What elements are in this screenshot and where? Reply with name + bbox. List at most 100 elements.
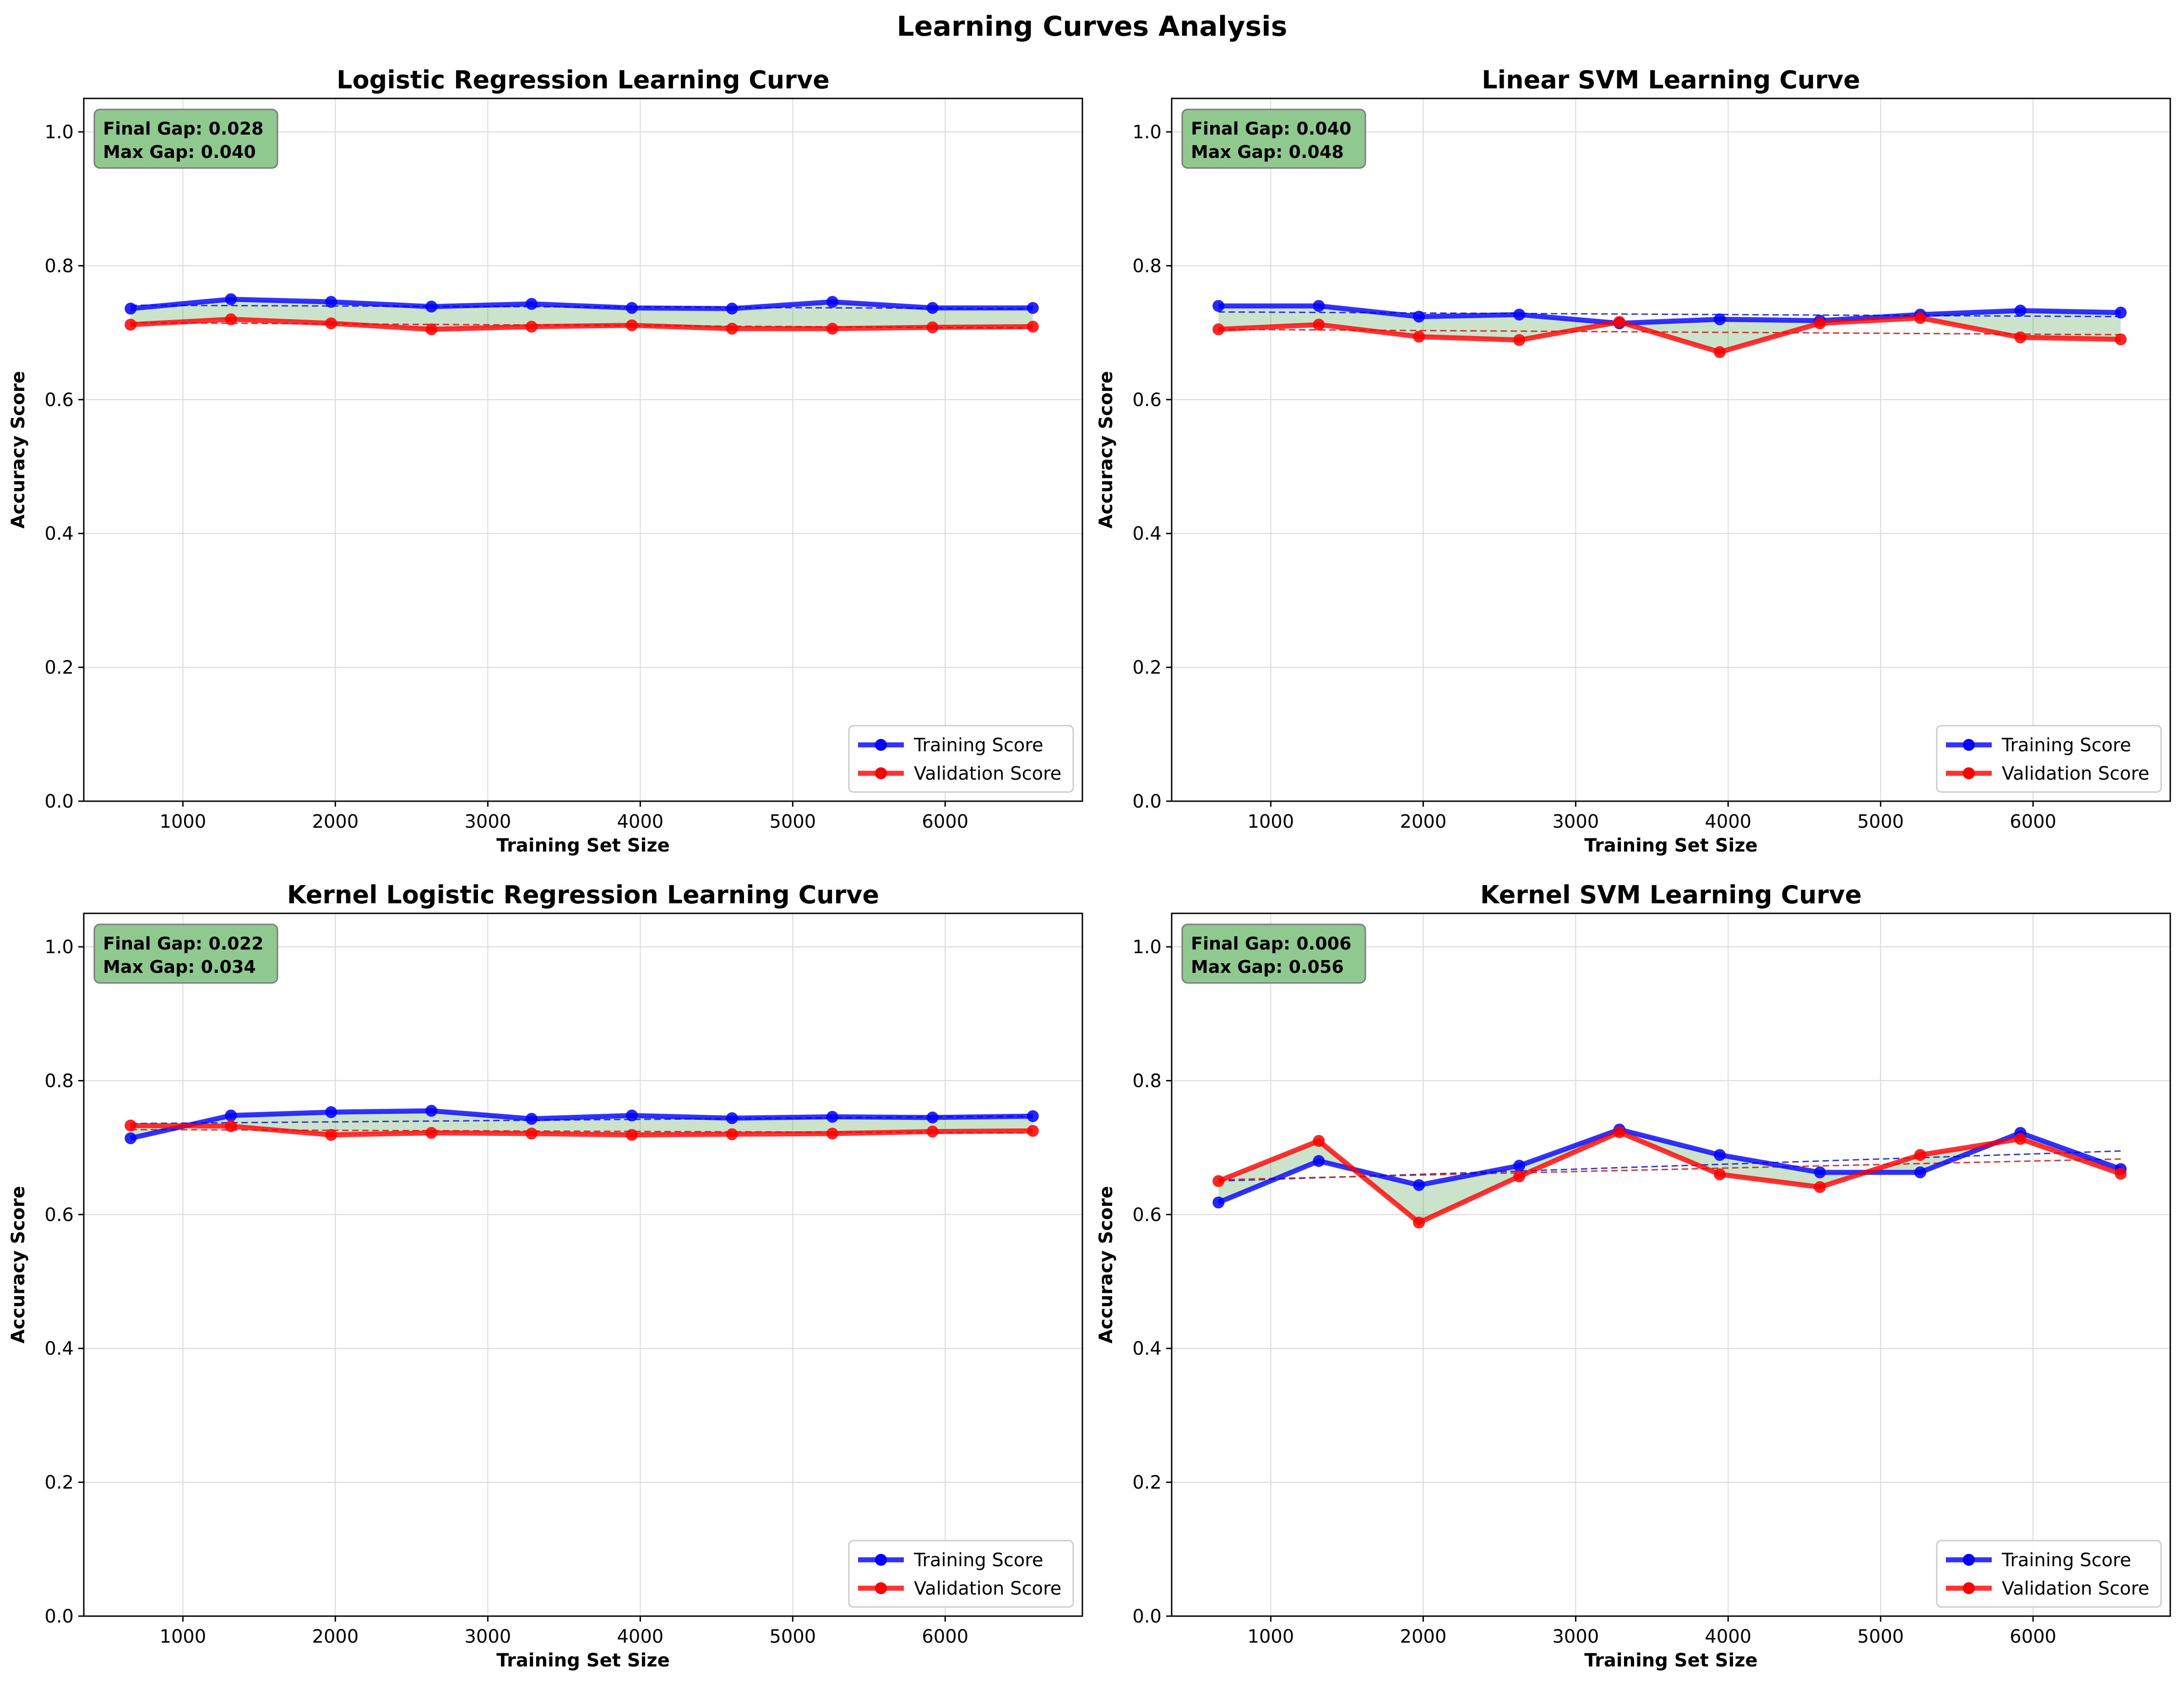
x-tick-label: 2000 xyxy=(1400,811,1447,832)
legend-validation-label: Validation Score xyxy=(914,1578,1061,1599)
legend-validation-marker xyxy=(1963,1582,1975,1594)
training-score-point xyxy=(1513,1160,1526,1172)
final-gap-label: Final Gap: 0.006 xyxy=(1191,934,1352,954)
x-tick-label: 1000 xyxy=(1248,811,1294,832)
training-score-point xyxy=(1212,1196,1225,1209)
y-tick-label: 0.0 xyxy=(44,1606,74,1627)
validation-score-point xyxy=(1513,334,1526,346)
training-score-point xyxy=(1714,1149,1726,1161)
subplot-1: 1000 2000 3000 4000 5000 6000 0.0 0.2 0.4 0.6 0.8 1… xyxy=(8,65,1083,856)
validation-score-point xyxy=(225,313,237,326)
x-tick-label: 3000 xyxy=(464,811,511,832)
legend-validation-label: Validation Score xyxy=(2002,763,2149,784)
x-axis-label: Training Set Size xyxy=(496,1650,669,1671)
validation-score-point xyxy=(525,1127,538,1140)
training-score-point xyxy=(826,1111,838,1123)
y-tick-label: 0.2 xyxy=(1132,1472,1162,1493)
y-tick-label: 0.2 xyxy=(1132,657,1162,678)
y-tick-label: 0.4 xyxy=(44,523,74,544)
validation-score-point xyxy=(726,322,738,335)
axes-frame xyxy=(83,98,1083,802)
legend-validation-label: Validation Score xyxy=(914,763,1061,784)
validation-score-line xyxy=(1217,1129,2122,1225)
validation-score-point xyxy=(2014,331,2026,343)
training-score-line xyxy=(130,297,1033,311)
x-axis-label: Training Set Size xyxy=(496,835,669,856)
x-tick-label: 6000 xyxy=(2010,811,2056,832)
y-tick-label: 0.8 xyxy=(44,1070,74,1091)
validation-score-point xyxy=(626,1129,638,1141)
subplot-grid: 1000 2000 3000 4000 5000 6000 0.0 0.2 0.4 0.6 0.8 1… xyxy=(8,65,2171,1671)
y-tick-label: 0.8 xyxy=(44,255,74,277)
training-score-line xyxy=(1217,1127,2122,1205)
max-gap-label: Max Gap: 0.056 xyxy=(1191,957,1344,977)
x-tick-label: 2000 xyxy=(1400,1626,1447,1647)
validation-score-point xyxy=(926,1125,939,1138)
legend-training-marker xyxy=(875,1554,887,1566)
training-score-point xyxy=(726,303,738,315)
legend-training-marker xyxy=(875,739,887,751)
y-tick-label: 0.0 xyxy=(1132,791,1162,812)
validation-score-point xyxy=(425,1127,438,1139)
y-tick-label: 0.4 xyxy=(1132,1338,1162,1359)
training-score-point xyxy=(425,300,438,313)
training-score-point xyxy=(1313,1155,1325,1167)
y-tick-label: 0.6 xyxy=(44,1205,74,1226)
training-score-point xyxy=(2114,306,2127,319)
training-score-point xyxy=(125,303,137,315)
y-tick-label: 0.8 xyxy=(1132,1070,1162,1091)
validation-score-point xyxy=(626,319,638,331)
training-score-point xyxy=(1814,1166,1826,1178)
max-gap-label: Max Gap: 0.040 xyxy=(103,142,256,162)
x-tick-label: 6000 xyxy=(922,1626,968,1647)
training-score-point xyxy=(1413,1179,1425,1191)
y-tick-label: 0.6 xyxy=(44,390,74,411)
training-score-point xyxy=(225,293,237,305)
subplot-4: 1000 2000 3000 4000 5000 6000 0.0 0.2 0.4 0.6 0.8 1… xyxy=(1096,880,2171,1671)
validation-score-line xyxy=(1218,315,2121,355)
training-score-point xyxy=(926,1111,939,1124)
training-score-point xyxy=(726,1112,738,1124)
subplot-title: Linear SVM Learning Curve xyxy=(1482,65,1860,94)
validation-score-point xyxy=(1714,1168,1726,1181)
legend-box xyxy=(848,1540,1074,1608)
validation-score-point xyxy=(1313,1135,1325,1147)
validation-score-point xyxy=(826,322,838,335)
validation-score-point xyxy=(425,323,438,336)
x-tick-label: 2000 xyxy=(312,811,359,832)
training-score-point xyxy=(1027,302,1039,314)
training-score-point xyxy=(826,296,838,308)
final-gap-label: Final Gap: 0.028 xyxy=(103,119,264,139)
x-axis-label: Training Set Size xyxy=(1584,1650,1757,1671)
x-tick-label: 1000 xyxy=(1248,1626,1294,1647)
gap-annotation-box xyxy=(1181,923,1366,984)
validation-score-point xyxy=(1313,319,1325,331)
legend-box xyxy=(848,725,1074,793)
legend-validation-label: Validation Score xyxy=(2002,1578,2149,1599)
training-score-point xyxy=(626,302,638,314)
x-axis-label: Training Set Size xyxy=(1584,835,1757,856)
training-score-point xyxy=(525,298,538,310)
legend-training-label: Training Score xyxy=(2001,735,2131,756)
x-tick-label: 5000 xyxy=(769,1626,816,1647)
validation-score-point xyxy=(1613,316,1625,328)
y-axis-label: Accuracy Score xyxy=(1096,1186,1117,1343)
validation-score-point xyxy=(1413,1216,1425,1229)
gap-fill-area xyxy=(1218,1129,2121,1223)
y-axis-label: Accuracy Score xyxy=(8,371,29,528)
legend-box xyxy=(1936,1540,2162,1608)
y-tick-label: 0.2 xyxy=(44,657,74,678)
validation-score-point xyxy=(1513,1170,1526,1183)
legend-validation-marker xyxy=(875,1582,887,1594)
final-gap-label: Final Gap: 0.022 xyxy=(103,934,264,954)
gap-annotation-box xyxy=(93,923,278,984)
validation-score-point xyxy=(2114,333,2127,346)
training-score-point xyxy=(1212,300,1225,312)
validation-score-point xyxy=(2114,1167,2127,1180)
validation-score-point xyxy=(1413,331,1425,343)
training-score-line xyxy=(1218,303,2121,326)
y-tick-label: 0.8 xyxy=(1132,255,1162,277)
training-score-point xyxy=(325,296,337,308)
legend-validation-marker xyxy=(875,767,887,779)
